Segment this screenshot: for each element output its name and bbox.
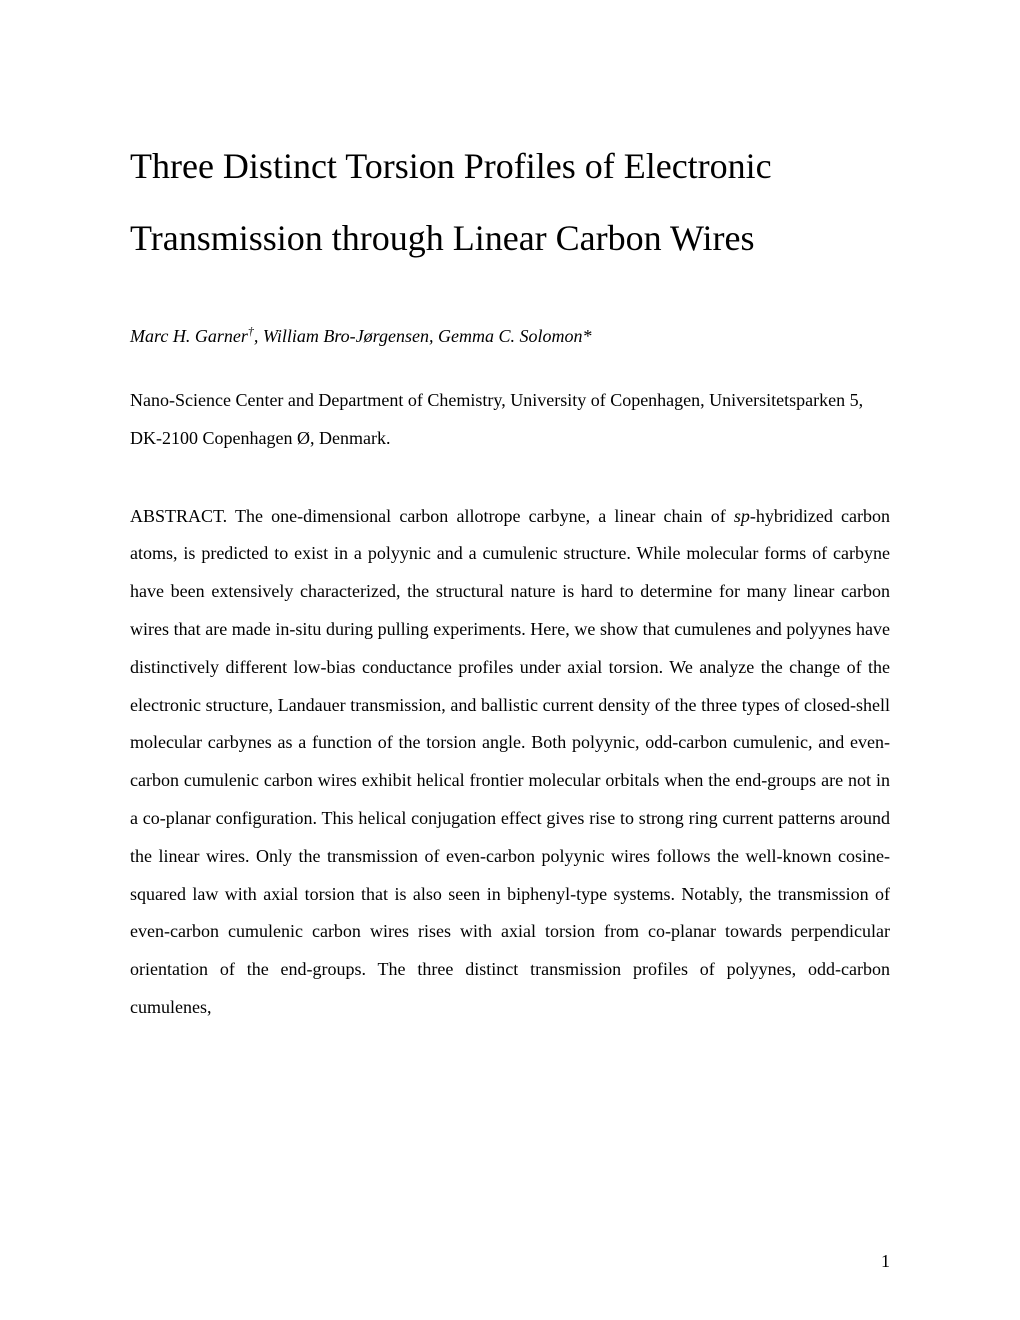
author-rest: William Bro-Jørgensen, Gemma C. Solomon* [263, 326, 592, 346]
abstract-label: ABSTRACT. [130, 506, 235, 526]
author-1: Marc H. Garner [130, 326, 248, 346]
abstract-text-1: The one-dimensional carbon allotrope car… [235, 506, 734, 526]
abstract-section: ABSTRACT. The one-dimensional carbon all… [130, 498, 890, 1027]
author-separator: , [254, 326, 263, 346]
paper-title: Three Distinct Torsion Profiles of Elect… [130, 130, 890, 274]
page-number: 1 [881, 1251, 890, 1272]
sp-italic: sp [734, 506, 750, 526]
abstract-text-2: -hybridized carbon atoms, is predicted t… [130, 506, 890, 1017]
affiliation: Nano-Science Center and Department of Ch… [130, 382, 890, 458]
authors-line: Marc H. Garner†, William Bro-Jørgensen, … [130, 324, 890, 347]
